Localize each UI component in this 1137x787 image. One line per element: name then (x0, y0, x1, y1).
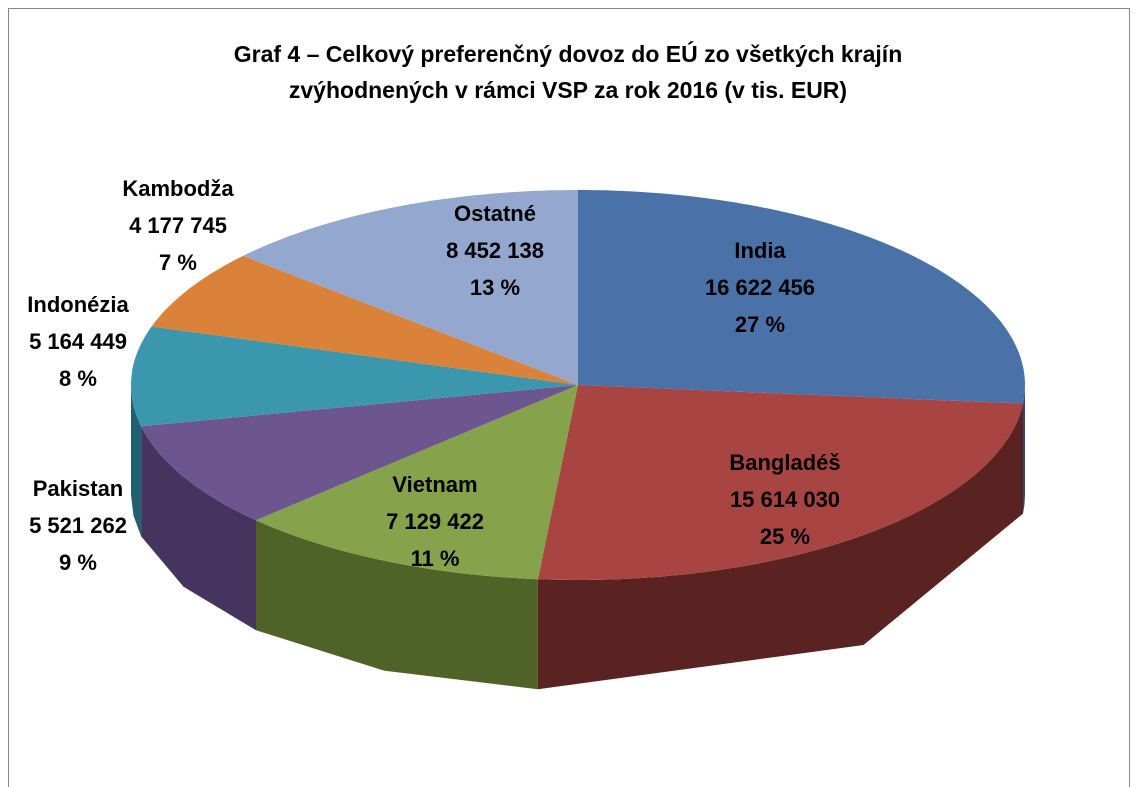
value-label: 4 177 745 (129, 213, 227, 238)
percentage-label: 8 % (59, 366, 97, 391)
pie-sides (131, 385, 1025, 690)
pie-slice (131, 326, 578, 427)
pie-slice (243, 190, 578, 385)
percentage-label: 9 % (59, 550, 97, 575)
percentage-label: 13 % (470, 275, 520, 300)
category-label: Vietnam (392, 472, 477, 497)
pie-side (537, 403, 1023, 690)
category-label: Kambodža (122, 176, 234, 201)
category-label: Indonézia (27, 292, 129, 317)
pie-slice (141, 385, 578, 521)
category-label: Ostatné (454, 201, 536, 226)
percentage-label: 11 % (411, 546, 460, 571)
pie-slice (537, 385, 1023, 580)
pie-slice (151, 255, 578, 385)
value-label: 16 622 456 (705, 275, 815, 300)
pie-slice (256, 385, 578, 580)
percentage-label: 27 % (735, 312, 785, 337)
chart-frame (8, 8, 1130, 787)
category-label: India (734, 238, 786, 263)
value-label: 5 164 449 (29, 329, 127, 354)
chart-title: Graf 4 – Celkový preferenčný dovoz do EÚ… (233, 41, 903, 103)
value-label: 7 129 422 (386, 509, 484, 534)
value-label: 15 614 030 (730, 487, 840, 512)
pie-side (141, 426, 256, 631)
percentage-label: 25 % (760, 524, 810, 549)
category-label: Bangladéš (729, 450, 840, 475)
labels: India 16 622 456 27 % Bangladéš 15 614 030 25… (27, 176, 840, 575)
pie-side (131, 385, 142, 537)
pie-slice (578, 190, 1025, 404)
pie-side (256, 520, 538, 690)
percentage-label: 7 % (159, 250, 197, 275)
pie-tops (131, 190, 1025, 580)
value-label: 8 452 138 (446, 238, 544, 263)
pie-side (1023, 385, 1025, 514)
category-label: Pakistan (33, 476, 124, 501)
value-label: 5 521 262 (29, 513, 127, 538)
